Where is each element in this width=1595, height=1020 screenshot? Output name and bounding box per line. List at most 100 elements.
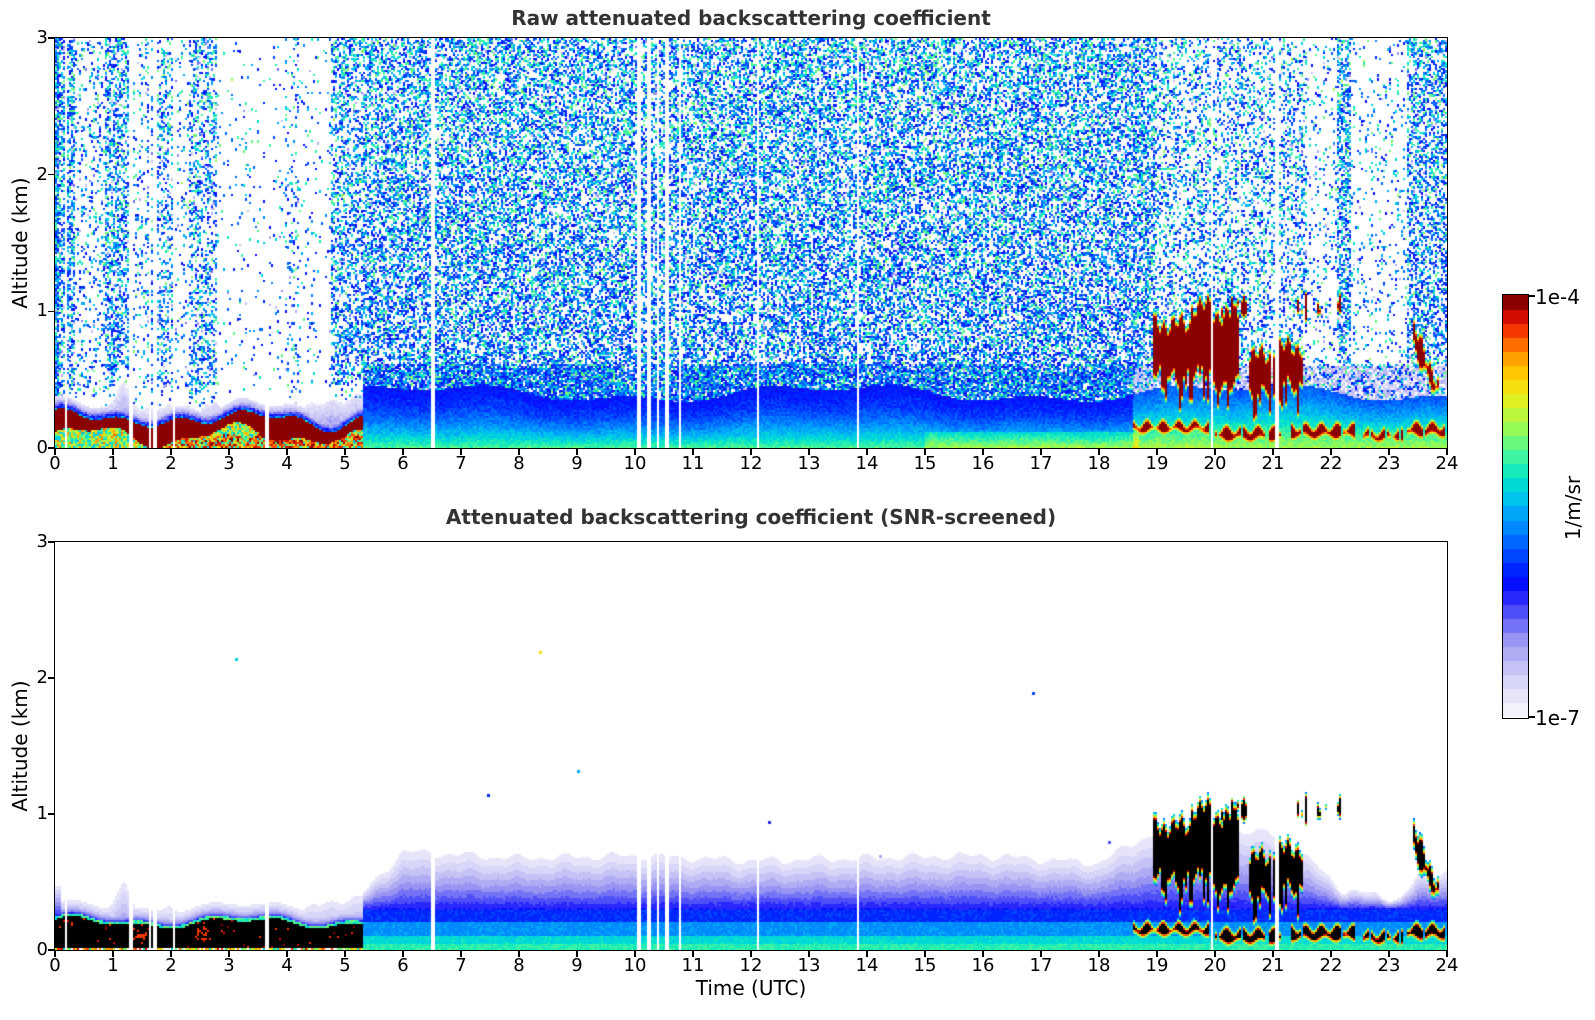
colorbar — [1502, 294, 1529, 719]
x-tick-label: 13 — [797, 453, 821, 474]
colorbar-tick-mark — [1529, 716, 1535, 718]
x-tick-mark — [1446, 951, 1448, 957]
x-tick-label: 21 — [1261, 453, 1285, 474]
x-tick-mark — [344, 449, 346, 455]
y-tick-label: 3 — [36, 531, 48, 552]
x-tick-mark — [750, 951, 752, 957]
x-tick-mark — [1272, 449, 1274, 455]
x-tick-mark — [1098, 449, 1100, 455]
x-tick-mark — [1156, 449, 1158, 455]
x-tick-mark — [1040, 951, 1042, 957]
panel1-y-axis-label: Altitude (km) — [8, 177, 32, 309]
x-tick-mark — [924, 449, 926, 455]
colorbar-tick-mark — [1529, 295, 1535, 297]
x-tick-mark — [866, 951, 868, 957]
x-tick-label: 5 — [339, 955, 351, 976]
y-tick-mark — [48, 813, 54, 815]
x-tick-label: 20 — [1203, 453, 1227, 474]
x-tick-label: 0 — [49, 453, 61, 474]
x-tick-label: 24 — [1435, 453, 1459, 474]
x-tick-mark — [808, 449, 810, 455]
x-tick-mark — [402, 951, 404, 957]
x-tick-mark — [634, 449, 636, 455]
x-tick-mark — [460, 951, 462, 957]
y-tick-label: 0 — [36, 437, 48, 458]
x-tick-label: 10 — [623, 453, 647, 474]
x-tick-mark — [170, 951, 172, 957]
x-tick-label: 18 — [1087, 453, 1111, 474]
x-tick-mark — [1156, 951, 1158, 957]
x-tick-mark — [634, 951, 636, 957]
x-tick-label: 1 — [107, 453, 119, 474]
x-tick-mark — [576, 951, 578, 957]
x-tick-label: 24 — [1435, 955, 1459, 976]
panel2-y-axis-label: Altitude (km) — [8, 680, 32, 812]
x-tick-label: 22 — [1319, 453, 1343, 474]
x-tick-label: 15 — [913, 453, 937, 474]
x-tick-mark — [170, 449, 172, 455]
x-tick-label: 11 — [681, 453, 705, 474]
x-tick-mark — [286, 449, 288, 455]
x-tick-label: 2 — [165, 955, 177, 976]
x-tick-mark — [1214, 449, 1216, 455]
x-tick-mark — [692, 449, 694, 455]
x-tick-mark — [228, 449, 230, 455]
y-tick-mark — [48, 447, 54, 449]
x-tick-label: 18 — [1087, 955, 1111, 976]
x-tick-mark — [1040, 449, 1042, 455]
x-tick-mark — [1388, 951, 1390, 957]
x-tick-label: 17 — [1029, 955, 1053, 976]
x-tick-mark — [286, 951, 288, 957]
x-tick-label: 17 — [1029, 453, 1053, 474]
colorbar-unit-label: 1/m/sr — [1561, 475, 1585, 541]
x-tick-label: 3 — [223, 453, 235, 474]
x-tick-label: 5 — [339, 453, 351, 474]
x-tick-mark — [112, 951, 114, 957]
x-tick-label: 19 — [1145, 955, 1169, 976]
colorbar-min-label: 1e-7 — [1535, 706, 1580, 730]
x-tick-mark — [54, 951, 56, 957]
x-tick-mark — [982, 449, 984, 455]
x-tick-mark — [344, 951, 346, 957]
x-tick-label: 1 — [107, 955, 119, 976]
y-tick-mark — [48, 173, 54, 176]
x-tick-mark — [1098, 951, 1100, 957]
x-tick-mark — [1330, 951, 1332, 957]
x-tick-label: 11 — [681, 955, 705, 976]
x-tick-label: 15 — [913, 955, 937, 976]
x-tick-mark — [228, 951, 230, 957]
y-tick-label: 2 — [36, 667, 48, 688]
y-tick-mark — [48, 37, 54, 39]
x-tick-label: 23 — [1377, 955, 1401, 976]
screened-backscatter-heatmap — [54, 541, 1448, 951]
x-tick-mark — [460, 449, 462, 455]
y-tick-label: 1 — [36, 300, 48, 322]
x-tick-label: 0 — [49, 955, 61, 976]
x-tick-mark — [112, 449, 114, 455]
y-tick-label: 3 — [36, 27, 48, 48]
x-tick-label: 9 — [571, 453, 583, 474]
x-tick-label: 8 — [513, 453, 525, 474]
x-tick-mark — [750, 449, 752, 455]
x-tick-label: 7 — [455, 453, 467, 474]
y-tick-label: 0 — [36, 939, 48, 960]
x-tick-label: 10 — [623, 955, 647, 976]
x-tick-mark — [692, 951, 694, 957]
y-tick-label: 1 — [36, 803, 48, 824]
x-tick-label: 21 — [1261, 955, 1285, 976]
x-tick-mark — [1214, 951, 1216, 957]
x-tick-mark — [1272, 951, 1274, 957]
x-tick-label: 6 — [397, 955, 409, 976]
panel2-title: Attenuated backscattering coefficient (S… — [445, 505, 1057, 529]
x-tick-label: 9 — [571, 955, 583, 976]
colorbar-max-label: 1e-4 — [1535, 285, 1580, 309]
y-tick-mark — [48, 541, 54, 543]
x-tick-label: 16 — [971, 955, 995, 976]
x-tick-label: 14 — [855, 453, 879, 474]
y-tick-mark — [48, 949, 54, 951]
x-tick-mark — [866, 449, 868, 455]
x-tick-label: 20 — [1203, 955, 1227, 976]
raw-backscatter-heatmap — [54, 37, 1448, 449]
x-tick-mark — [1388, 449, 1390, 455]
